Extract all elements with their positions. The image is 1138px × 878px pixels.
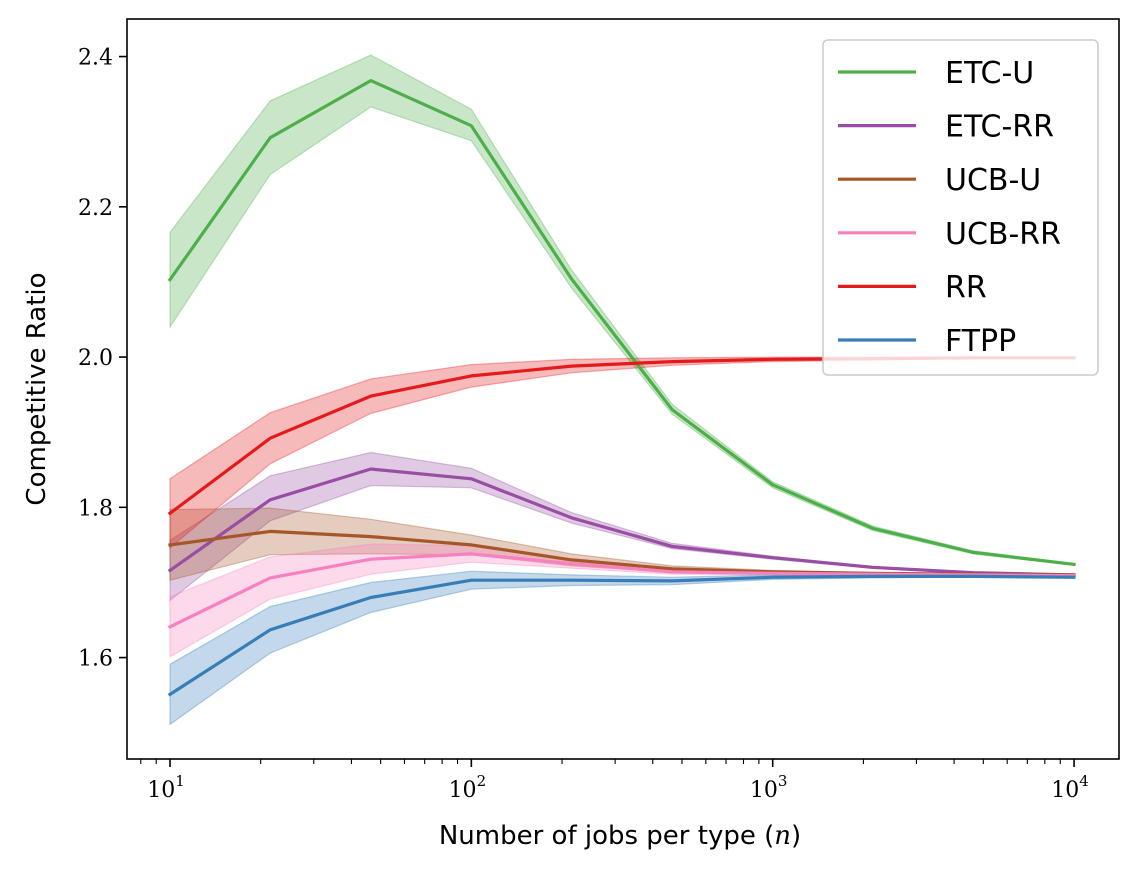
y-axis-title: Competitive Ratio bbox=[22, 272, 52, 505]
legend-label-rr: RR bbox=[945, 270, 987, 305]
y-tick-label: 1.6 bbox=[78, 647, 113, 672]
legend: ETC-U ETC-RR UCB-U UCB-RR RR FTPP bbox=[822, 39, 1099, 376]
y-tick-label: 2.2 bbox=[78, 196, 113, 221]
line-ucb-rr bbox=[167, 552, 1076, 629]
legend-label-ucb-u: UCB-U bbox=[945, 163, 1041, 198]
legend-label-ucb-rr: UCB-RR bbox=[945, 217, 1061, 252]
plot-frame bbox=[126, 18, 1120, 760]
line-ftpp bbox=[167, 574, 1076, 697]
y-axis-ticks: 1.6 1.8 2.0 2.2 2.4 bbox=[78, 46, 127, 672]
line-etc-rr bbox=[167, 467, 1076, 577]
x-axis-title: Number of jobs per type (n) bbox=[439, 821, 801, 851]
legend-box bbox=[822, 39, 1099, 376]
y-tick-label: 2.0 bbox=[78, 346, 113, 371]
legend-label-etc-rr: ETC-RR bbox=[945, 110, 1054, 145]
y-tick-label: 2.4 bbox=[78, 46, 113, 71]
legend-label-ftpp: FTPP bbox=[945, 324, 1016, 359]
y-tick-label: 1.8 bbox=[78, 496, 113, 521]
legend-label-etc-u: ETC-U bbox=[945, 56, 1034, 91]
line-etc-u bbox=[167, 78, 1076, 567]
